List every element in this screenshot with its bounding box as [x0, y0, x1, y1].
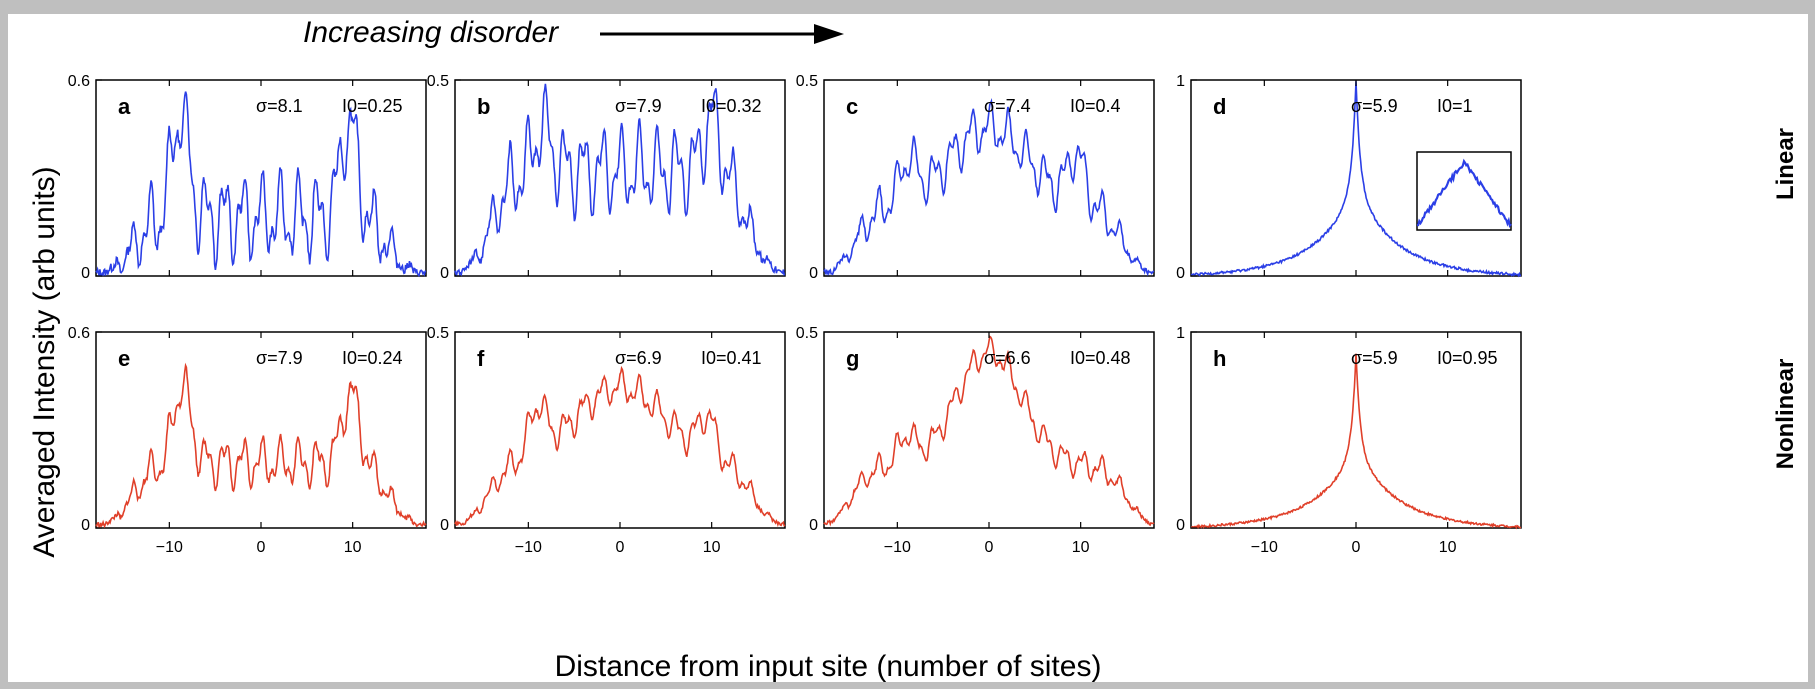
row-label-nonlinear: Nonlinear	[1772, 359, 1799, 470]
panel-b: 0 0.5 b σ=7.9 I0=0.32	[427, 73, 786, 282]
y-tick-label: 0	[81, 517, 90, 534]
x-tick-label: 0	[1352, 539, 1361, 556]
i0-label: I0=0.4	[1070, 96, 1121, 116]
sigma-label: σ=6.9	[615, 348, 662, 368]
series-line	[823, 98, 1155, 277]
arrow-icon	[600, 24, 844, 44]
panel-letter: e	[118, 346, 130, 371]
x-axis-title: Distance from input site (number of site…	[555, 650, 1102, 682]
x-tick-label: 10	[1439, 539, 1457, 556]
x-tick-label: 0	[616, 539, 625, 556]
panel-f: 0 0.5 −10 0 10 f σ=6.9 I0=0.41	[427, 325, 786, 556]
i0-label: I0=0.41	[701, 348, 762, 368]
panel-d: 0 1 d σ=5.9 I0=1	[1176, 73, 1522, 282]
i0-label: I0=0.95	[1437, 348, 1498, 368]
x-tick-label: 10	[344, 539, 362, 556]
panel-g: 0 0.5 −10 0 10 g σ=6.6 I0=0.48	[796, 325, 1155, 556]
panel-h: 0 1 −10 0 10 h σ=5.9 I0=0.95	[1176, 325, 1522, 556]
panel-letter: h	[1213, 346, 1226, 371]
y-tick-label: 1	[1176, 73, 1185, 90]
x-tick-label: 0	[985, 539, 994, 556]
y-tick-label: 0.5	[796, 325, 818, 342]
figure-frame: Increasing disorder Averaged Intensity (…	[8, 14, 1808, 682]
i0-label: I0=0.24	[342, 348, 403, 368]
x-tick-label: −10	[1251, 539, 1278, 556]
panel-letter: d	[1213, 94, 1226, 119]
panel-a: 0 0.6 a σ=8.1 I0=0.25	[68, 73, 427, 282]
sigma-label: σ=8.1	[256, 96, 303, 116]
i0-label: I0=1	[1437, 96, 1473, 116]
y-tick-label: 0	[1176, 265, 1185, 282]
y-tick-label: 0	[440, 265, 449, 282]
row-label-linear: Linear	[1772, 128, 1799, 200]
i0-label: I0=0.25	[342, 96, 403, 116]
series-line	[1191, 353, 1521, 530]
y-tick-label: 0.5	[427, 325, 449, 342]
y-tick-label: 0	[809, 517, 818, 534]
y-tick-label: 0	[809, 265, 818, 282]
panel-letter: f	[477, 346, 485, 371]
x-tick-label: 10	[1072, 539, 1090, 556]
sigma-label: σ=7.9	[615, 96, 662, 116]
y-tick-label: 0.5	[427, 73, 449, 90]
i0-label: I0=0.48	[1070, 348, 1131, 368]
sigma-label: σ=7.9	[256, 348, 303, 368]
series-line	[95, 91, 427, 278]
series-line	[454, 365, 786, 528]
panel-letter: b	[477, 94, 490, 119]
x-tick-label: −10	[156, 539, 183, 556]
panel-letter: g	[846, 346, 859, 371]
x-tick-label: −10	[515, 539, 542, 556]
panel-letter: a	[118, 94, 131, 119]
x-tick-label: 0	[257, 539, 266, 556]
sigma-label: σ=7.4	[984, 96, 1031, 116]
y-tick-label: 0	[440, 517, 449, 534]
x-tick-label: −10	[884, 539, 911, 556]
y-axis-title: Averaged Intensity (arb units)	[28, 166, 61, 557]
inset-series	[1416, 158, 1512, 228]
x-tick-label: 10	[703, 539, 721, 556]
panels-group: 0 0.6 a σ=8.1 I0=0.25 0 0.5 b σ=7.9 I0=0.32 0 0.5 c σ…	[68, 73, 1522, 556]
y-tick-label: 1	[1176, 325, 1185, 342]
panel-e: 0 0.6 −10 0 10 e σ=7.9 I0=0.24	[68, 325, 427, 556]
sigma-label: σ=6.6	[984, 348, 1031, 368]
y-tick-label: 0.6	[68, 73, 90, 90]
series-line	[95, 362, 427, 529]
panel-c: 0 0.5 c σ=7.4 I0=0.4	[796, 73, 1155, 282]
y-tick-label: 0	[81, 265, 90, 282]
sigma-label: σ=5.9	[1351, 96, 1398, 116]
panel-letter: c	[846, 94, 858, 119]
y-tick-label: 0.5	[796, 73, 818, 90]
i0-label: I0=0.32	[701, 96, 762, 116]
sigma-label: σ=5.9	[1351, 348, 1398, 368]
series-line	[823, 335, 1155, 527]
y-tick-label: 0	[1176, 517, 1185, 534]
figure-canvas: Increasing disorder Averaged Intensity (…	[28, 16, 1799, 682]
y-tick-label: 0.6	[68, 325, 90, 342]
header-text: Increasing disorder	[303, 16, 559, 49]
series-line	[454, 83, 786, 277]
